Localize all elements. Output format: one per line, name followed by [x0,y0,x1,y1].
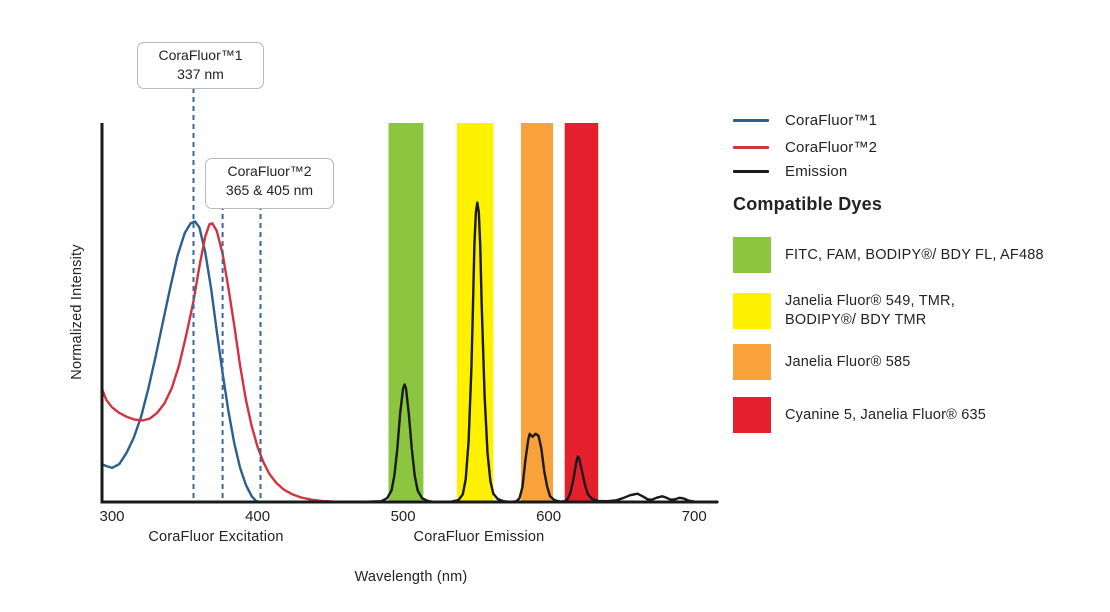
legend-item-corafluor1: CoraFluor™1 [733,112,877,129]
red-filter-band [564,123,599,502]
dye-label: FITC, FAM, BODIPY®/ BDY FL, AF488 [785,246,1044,263]
excitation-curve-2 [100,222,347,504]
excitation-curve-1 [100,220,261,504]
x-tick-label: 400 [245,508,270,525]
callout-corafluor1-name: CoraFluor™1 [158,47,243,63]
green-filter-band [388,123,424,502]
callout-corafluor2: CoraFluor™2 365 & 405 nm [205,158,334,209]
dye-row-green: FITC, FAM, BODIPY®/ BDY FL, AF488 [733,237,1044,273]
emission-curve [332,201,719,504]
red-dye-swatch [733,397,771,433]
yellow-dye-swatch [733,293,771,329]
y-axis-label: Normalized Intensity [69,244,85,380]
green-dye-swatch [733,237,771,273]
callout-corafluor1: CoraFluor™1 337 nm [137,42,264,89]
legend-item-corafluor2: CoraFluor™2 [733,139,877,156]
corafluor1-line-swatch [733,119,769,122]
legend-label: Emission [785,163,848,180]
spectra-plot: 300 400 500 600 700 [99,88,719,525]
dye-row-orange: Janelia Fluor® 585 [733,344,911,380]
x-tick-label: 500 [391,508,416,525]
callout-corafluor2-name: CoraFluor™2 [227,163,312,179]
dye-row-yellow: Janelia Fluor® 549, TMR, BODIPY®/ BDY TM… [733,292,955,330]
emission-line-swatch [733,170,769,173]
dye-label: Cyanine 5, Janelia Fluor® 635 [785,406,987,423]
dye-row-red: Cyanine 5, Janelia Fluor® 635 [733,397,986,433]
callout-corafluor2-wavelength: 365 & 405 nm [225,182,314,198]
legend-label: CoraFluor™2 [785,139,878,156]
x-tick-label: 700 [682,508,707,525]
excitation-caption: CoraFluor Excitation [148,529,284,545]
dye-label: Janelia Fluor® 549, TMR, BODIPY®/ BDY TM… [785,293,955,328]
legend-label: CoraFluor™1 [785,112,878,129]
callout-corafluor1-wavelength: 337 nm [177,66,224,82]
x-tick-label: 300 [99,508,124,525]
orange-dye-swatch [733,344,771,380]
orange-filter-band [521,123,553,502]
emission-caption: CoraFluor Emission [413,529,545,545]
x-tick-label: 600 [536,508,561,525]
legend-item-emission: Emission [733,163,847,180]
axes [100,123,718,504]
corafluor2-line-swatch [733,146,769,149]
dye-label: Janelia Fluor® 585 [785,353,911,370]
compatible-dyes-title: Compatible Dyes [733,194,883,214]
x-axis-label: Wavelength (nm) [354,569,468,585]
